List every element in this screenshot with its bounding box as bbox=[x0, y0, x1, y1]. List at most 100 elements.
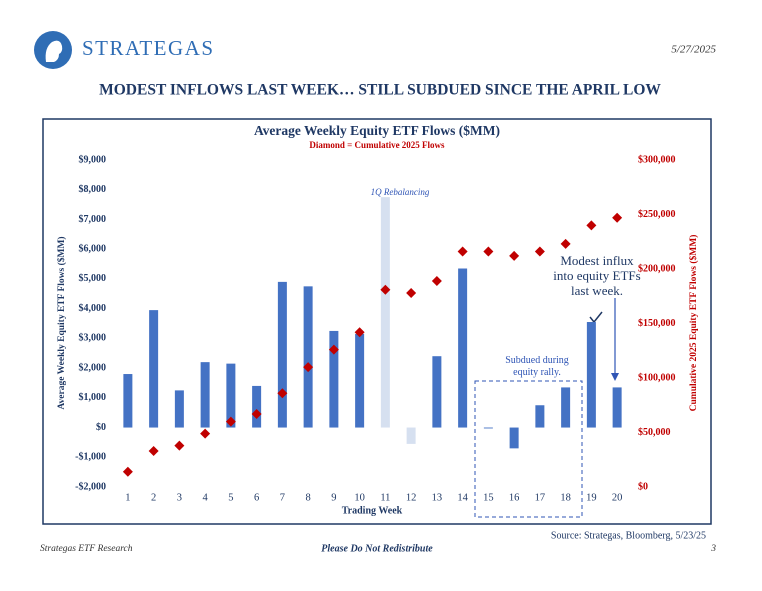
x-tick-label: 8 bbox=[306, 492, 311, 503]
diamond-marker bbox=[509, 250, 520, 261]
y-tick-label: $8,000 bbox=[79, 184, 107, 195]
bar bbox=[406, 427, 416, 444]
y-tick-label: $2,000 bbox=[79, 362, 107, 373]
x-tick-label: 16 bbox=[509, 492, 520, 503]
chart-subtitle: Diamond = Cumulative 2025 Flows bbox=[309, 140, 445, 150]
diamond-marker bbox=[457, 246, 468, 257]
bar bbox=[303, 286, 313, 428]
diamond-marker bbox=[122, 466, 133, 477]
y2-tick-label: $100,000 bbox=[638, 372, 676, 383]
y2-tick-label: $0 bbox=[638, 481, 648, 492]
diamond-marker bbox=[534, 246, 545, 257]
y-tick-label: -$2,000 bbox=[75, 481, 106, 492]
bar bbox=[380, 197, 390, 428]
diamond-marker bbox=[612, 212, 623, 223]
bar bbox=[200, 362, 210, 428]
x-tick-label: 4 bbox=[203, 492, 209, 503]
x-tick-label: 15 bbox=[483, 492, 494, 503]
bar bbox=[329, 330, 339, 428]
x-tick-label: 10 bbox=[354, 492, 365, 503]
y-tick-label: $5,000 bbox=[79, 273, 107, 284]
bar bbox=[612, 387, 622, 428]
y2-tick-label: $250,000 bbox=[638, 209, 676, 220]
diamond-marker bbox=[586, 220, 597, 231]
x-tick-label: 18 bbox=[560, 492, 571, 503]
diamond-marker bbox=[148, 446, 159, 457]
x-axis-title: Trading Week bbox=[342, 505, 403, 516]
y-axis-title: Average Weekly Equity ETF Flows ($MM) bbox=[56, 236, 67, 409]
bar bbox=[535, 405, 545, 428]
footer-center: Please Do Not Redistribute bbox=[321, 543, 433, 554]
x-tick-label: 6 bbox=[254, 492, 259, 503]
brand: STRATEGAS bbox=[82, 36, 215, 60]
date: 5/27/2025 bbox=[671, 44, 716, 56]
footer-left: Strategas ETF Research bbox=[40, 544, 133, 554]
bar bbox=[226, 363, 236, 428]
source: Source: Strategas, Bloomberg, 5/23/25 bbox=[551, 530, 706, 541]
headline: MODEST INFLOWS LAST WEEK… STILL SUBDUED … bbox=[99, 82, 661, 99]
x-tick-label: 9 bbox=[331, 492, 336, 503]
diamond-marker bbox=[328, 344, 339, 355]
x-tick-label: 12 bbox=[406, 492, 417, 503]
x-tick-label: 3 bbox=[177, 492, 182, 503]
check-mark bbox=[589, 311, 603, 324]
x-tick-label: 13 bbox=[432, 492, 443, 503]
x-tick-label: 7 bbox=[280, 492, 285, 503]
y-tick-label: $7,000 bbox=[79, 214, 107, 225]
x-tick-label: 19 bbox=[586, 492, 597, 503]
x-tick-label: 1 bbox=[125, 492, 130, 503]
y2-tick-label: $50,000 bbox=[638, 427, 671, 438]
bar bbox=[123, 374, 133, 428]
bar bbox=[586, 322, 596, 428]
x-tick-label: 14 bbox=[457, 492, 468, 503]
y-tick-label: $0 bbox=[96, 422, 106, 433]
bar bbox=[252, 385, 262, 428]
bar bbox=[483, 427, 493, 429]
diamond-marker bbox=[174, 440, 185, 451]
diamond-marker bbox=[277, 388, 288, 399]
y2-tick-label: $300,000 bbox=[638, 154, 676, 165]
bar bbox=[509, 427, 519, 449]
y2-tick-label: $200,000 bbox=[638, 263, 676, 274]
diamond-marker bbox=[380, 284, 391, 295]
x-tick-label: 20 bbox=[612, 492, 623, 503]
x-tick-label: 5 bbox=[228, 492, 233, 503]
bar bbox=[149, 310, 159, 428]
bar bbox=[355, 333, 365, 428]
chart-frame bbox=[42, 118, 712, 525]
bar bbox=[458, 268, 468, 428]
annotation: 1Q Rebalancing bbox=[370, 187, 430, 197]
diamond-marker bbox=[303, 362, 314, 373]
y-tick-label: $9,000 bbox=[79, 154, 107, 165]
diamond-marker bbox=[431, 275, 442, 286]
page-number: 3 bbox=[710, 544, 716, 554]
bar bbox=[174, 390, 184, 428]
arrow-head bbox=[611, 373, 619, 381]
annotation: Subdued during equity rally. bbox=[505, 355, 569, 378]
y-tick-label: $6,000 bbox=[79, 243, 107, 254]
x-tick-label: 2 bbox=[151, 492, 156, 503]
y-tick-label: -$1,000 bbox=[75, 452, 106, 463]
y-tick-label: $4,000 bbox=[79, 303, 107, 314]
diamond-marker bbox=[483, 246, 494, 257]
diamond-marker bbox=[354, 327, 365, 338]
y2-tick-label: $150,000 bbox=[638, 318, 676, 329]
chart-title: Average Weekly Equity ETF Flows ($MM) bbox=[254, 123, 500, 138]
diamond-marker bbox=[251, 408, 262, 419]
annotation: Modest influx into equity ETFs last week… bbox=[553, 253, 641, 298]
diamond-marker bbox=[406, 287, 417, 298]
diamond-marker bbox=[200, 428, 211, 439]
y-tick-label: $3,000 bbox=[79, 333, 107, 344]
bar bbox=[277, 281, 287, 428]
bar bbox=[432, 356, 442, 428]
x-tick-label: 17 bbox=[535, 492, 546, 503]
x-tick-label: 11 bbox=[380, 492, 390, 503]
y-tick-label: $1,000 bbox=[79, 392, 107, 403]
diamond-marker bbox=[225, 416, 236, 427]
y2-axis-title: Cumulative 2025 Equity ETF Flows ($MM) bbox=[688, 235, 699, 412]
diamond-marker bbox=[560, 238, 571, 249]
highlight-box bbox=[474, 380, 583, 518]
logo-head bbox=[45, 40, 63, 62]
